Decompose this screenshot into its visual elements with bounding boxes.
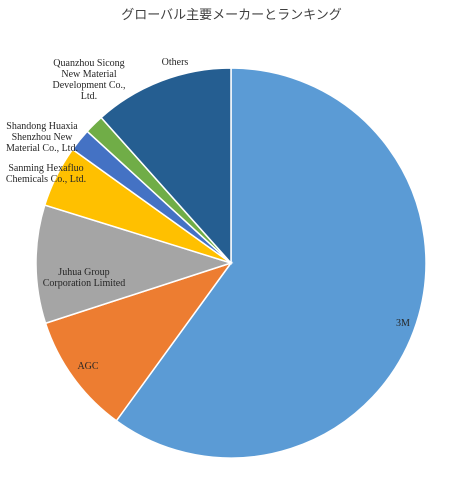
slice-label-6: Quanzhou Sicong New Material Development C… [52,58,125,102]
slice-label-2: AGC [77,361,98,372]
pie-slice-3 [35,204,234,325]
pie-slice-7 [100,67,232,265]
pie-slice-2 [44,261,233,422]
pie-slice-1 [115,67,427,459]
slice-label-3: Juhua Group Corporation Limited [43,267,126,289]
slice-label-7: Others [162,57,189,68]
chart-title: グローバル主要メーカーとランキング [121,8,342,23]
slice-label-1: 3M [396,318,410,329]
slice-label-4: Sanming Hexafluo Chemicals Co., Ltd. [6,163,86,185]
slice-label-5: Shandong Huaxia Shenzhou New Material Co.,… [6,121,78,154]
